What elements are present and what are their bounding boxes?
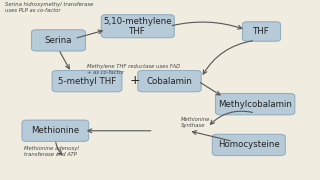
Text: Methionine
Synthase: Methionine Synthase: [180, 118, 210, 128]
Text: 5,10-methylene
THF: 5,10-methylene THF: [103, 17, 172, 36]
Text: THF: THF: [253, 27, 270, 36]
Text: Methionine: Methionine: [31, 126, 79, 135]
Text: Homocysteine: Homocysteine: [218, 140, 280, 149]
FancyBboxPatch shape: [212, 134, 285, 156]
Text: Cobalamin: Cobalamin: [147, 77, 192, 86]
FancyBboxPatch shape: [52, 71, 122, 92]
Text: Serina hidroxymethyl transferase
uses PLP as co-factor: Serina hidroxymethyl transferase uses PL…: [4, 2, 93, 13]
FancyBboxPatch shape: [138, 71, 201, 92]
FancyBboxPatch shape: [101, 15, 174, 38]
Text: Methylene THF reductase uses FAD
+ as co-factor: Methylene THF reductase uses FAD + as co…: [87, 64, 180, 75]
Text: Serina: Serina: [45, 36, 72, 45]
FancyBboxPatch shape: [32, 30, 85, 51]
Text: Methionine adenosyl
transferase and ATP: Methionine adenosyl transferase and ATP: [24, 146, 78, 157]
Text: +: +: [129, 74, 140, 87]
FancyBboxPatch shape: [22, 120, 89, 141]
FancyBboxPatch shape: [215, 94, 295, 115]
FancyBboxPatch shape: [243, 22, 281, 41]
Text: Methylcobalamin: Methylcobalamin: [218, 100, 292, 109]
Text: 5-methyl THF: 5-methyl THF: [58, 77, 116, 86]
